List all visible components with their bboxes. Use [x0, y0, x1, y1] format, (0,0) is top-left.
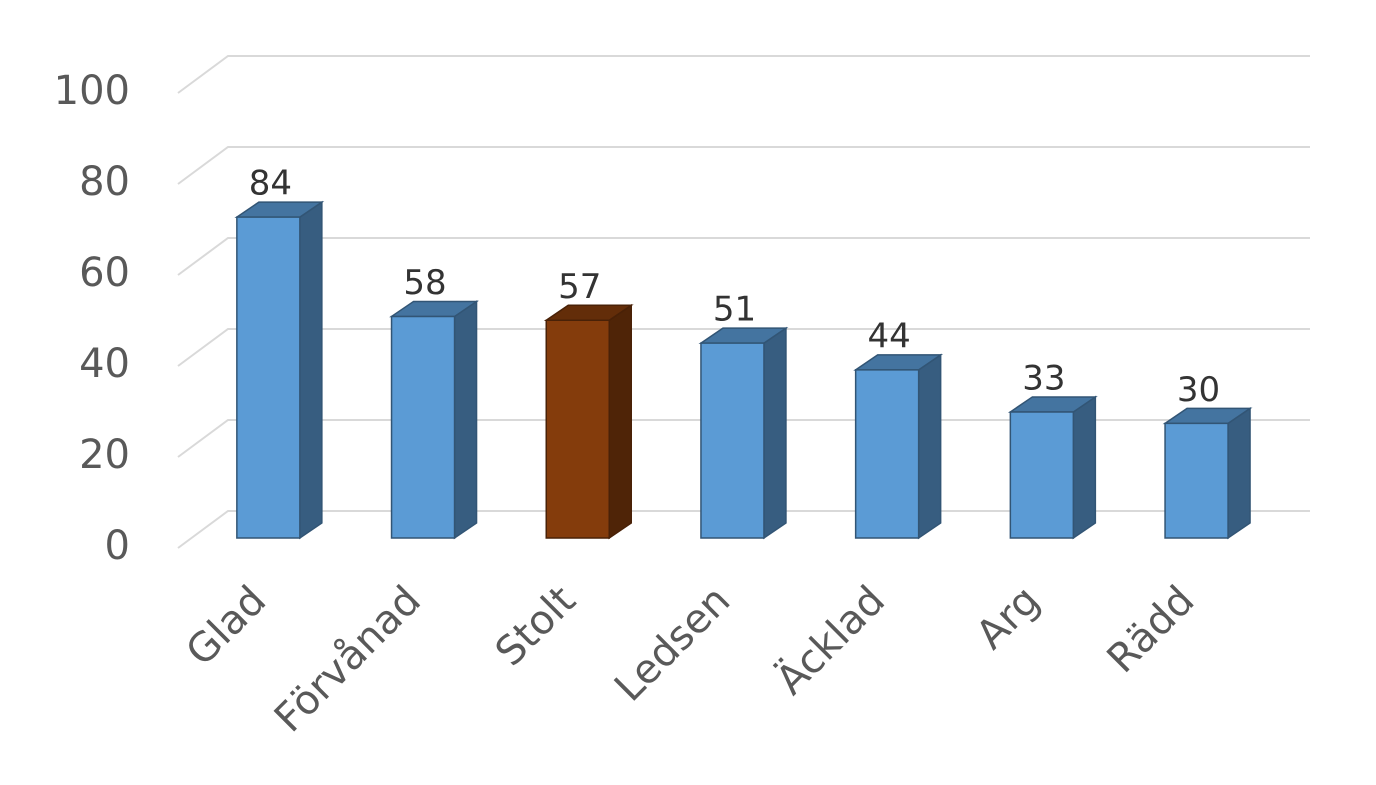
- x-tick-label: Arg: [968, 577, 1049, 658]
- data-label: 84: [249, 164, 292, 204]
- grid-line: [177, 146, 1310, 185]
- bar-front: [545, 319, 610, 539]
- data-label: 30: [1177, 370, 1220, 410]
- data-label: 51: [713, 290, 756, 330]
- grid-line: [177, 510, 1310, 549]
- x-tick-label: Ledsen: [606, 577, 739, 710]
- bar-front: [700, 342, 765, 539]
- x-tick-label: Rädd: [1099, 577, 1204, 682]
- x-tick-label: Äcklad: [766, 576, 894, 704]
- bar-front: [854, 369, 920, 539]
- x-tick-label: Glad: [178, 577, 276, 675]
- bar-side: [763, 326, 787, 540]
- data-label: 58: [403, 263, 446, 303]
- y-tick-label: 0: [105, 523, 130, 569]
- bar-side: [608, 303, 632, 540]
- bar-front: [1164, 422, 1229, 539]
- bar-side: [299, 200, 323, 540]
- bar: [1162, 406, 1253, 540]
- bar-front: [236, 216, 301, 539]
- x-tick-label: Stolt: [487, 577, 585, 675]
- bar-front: [1009, 411, 1075, 539]
- grid-line: [177, 55, 1310, 94]
- bar: [1007, 395, 1098, 540]
- bar: [853, 353, 944, 540]
- data-label: 44: [868, 316, 911, 356]
- data-label: 57: [558, 267, 601, 307]
- bar: [389, 300, 479, 540]
- bar-front: [390, 315, 456, 539]
- bar-side: [1072, 395, 1097, 540]
- data-label: 33: [1022, 358, 1065, 398]
- grid-line: [177, 328, 1310, 367]
- y-tick-label: 40: [79, 341, 130, 387]
- y-tick-label: 20: [79, 432, 130, 478]
- bar: [698, 326, 789, 540]
- bar-side: [1227, 406, 1251, 540]
- bar: [234, 200, 325, 540]
- grid-line: [177, 419, 1310, 458]
- grid-line: [177, 237, 1310, 276]
- y-tick-label: 100: [54, 68, 130, 114]
- bar-side: [453, 300, 478, 540]
- y-tick-label: 60: [79, 250, 130, 296]
- x-tick-label: Förvånad: [266, 577, 430, 741]
- bar-side: [917, 353, 942, 540]
- bar: [543, 303, 634, 540]
- y-tick-label: 80: [79, 159, 130, 205]
